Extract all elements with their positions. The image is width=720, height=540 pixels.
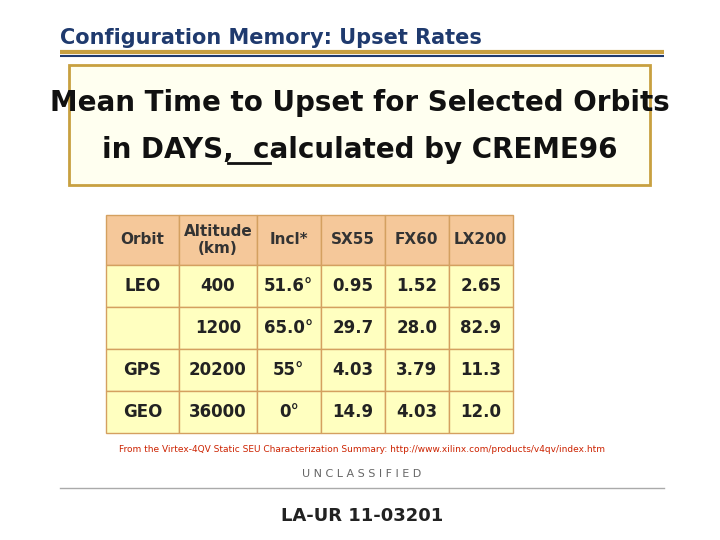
Text: SX55: SX55: [330, 233, 375, 247]
FancyBboxPatch shape: [321, 349, 384, 391]
Text: LA-UR 11-03201: LA-UR 11-03201: [281, 507, 443, 525]
Text: U N C L A S S I F I E D: U N C L A S S I F I E D: [302, 469, 422, 479]
Text: 400: 400: [201, 277, 235, 295]
Text: Mean Time to Upset for Selected Orbits: Mean Time to Upset for Selected Orbits: [50, 89, 670, 117]
FancyBboxPatch shape: [106, 265, 179, 307]
FancyBboxPatch shape: [384, 265, 449, 307]
Text: 12.0: 12.0: [460, 403, 501, 421]
FancyBboxPatch shape: [106, 215, 179, 265]
FancyBboxPatch shape: [384, 391, 449, 433]
Text: 82.9: 82.9: [460, 319, 501, 337]
Text: 55°: 55°: [273, 361, 305, 379]
FancyBboxPatch shape: [106, 307, 179, 349]
FancyBboxPatch shape: [449, 215, 513, 265]
Text: 36000: 36000: [189, 403, 247, 421]
Text: 4.03: 4.03: [332, 361, 374, 379]
Text: Configuration Memory: Upset Rates: Configuration Memory: Upset Rates: [60, 28, 482, 48]
FancyBboxPatch shape: [257, 349, 321, 391]
Text: Orbit: Orbit: [120, 233, 164, 247]
Text: in DAYS,  calculated by CREME96: in DAYS, calculated by CREME96: [102, 136, 618, 164]
FancyBboxPatch shape: [257, 215, 321, 265]
Text: LX200: LX200: [454, 233, 508, 247]
Text: Incl*: Incl*: [269, 233, 308, 247]
FancyBboxPatch shape: [321, 307, 384, 349]
FancyBboxPatch shape: [321, 215, 384, 265]
FancyBboxPatch shape: [449, 349, 513, 391]
Text: 2.65: 2.65: [460, 277, 501, 295]
Text: 65.0°: 65.0°: [264, 319, 313, 337]
Text: 51.6°: 51.6°: [264, 277, 313, 295]
Text: 20200: 20200: [189, 361, 247, 379]
FancyBboxPatch shape: [321, 391, 384, 433]
Text: 4.03: 4.03: [396, 403, 437, 421]
Text: 0°: 0°: [279, 403, 299, 421]
Text: GPS: GPS: [124, 361, 161, 379]
FancyBboxPatch shape: [179, 265, 257, 307]
Text: 1.52: 1.52: [396, 277, 437, 295]
FancyBboxPatch shape: [106, 349, 179, 391]
Text: LEO: LEO: [125, 277, 161, 295]
FancyBboxPatch shape: [257, 265, 321, 307]
FancyBboxPatch shape: [384, 349, 449, 391]
Text: 11.3: 11.3: [460, 361, 501, 379]
Text: 3.79: 3.79: [396, 361, 438, 379]
Text: 28.0: 28.0: [396, 319, 437, 337]
Text: GEO: GEO: [123, 403, 162, 421]
FancyBboxPatch shape: [179, 215, 257, 265]
FancyBboxPatch shape: [384, 307, 449, 349]
FancyBboxPatch shape: [321, 265, 384, 307]
Text: 29.7: 29.7: [332, 319, 374, 337]
FancyBboxPatch shape: [449, 265, 513, 307]
FancyBboxPatch shape: [106, 391, 179, 433]
FancyBboxPatch shape: [257, 391, 321, 433]
Text: From the Virtex-4QV Static SEU Characterization Summary: http://www.xilinx.com/p: From the Virtex-4QV Static SEU Character…: [119, 446, 605, 455]
FancyBboxPatch shape: [179, 349, 257, 391]
Text: FX60: FX60: [395, 233, 438, 247]
FancyBboxPatch shape: [69, 65, 650, 185]
Text: 1200: 1200: [195, 319, 241, 337]
FancyBboxPatch shape: [449, 391, 513, 433]
FancyBboxPatch shape: [384, 215, 449, 265]
FancyBboxPatch shape: [179, 307, 257, 349]
FancyBboxPatch shape: [449, 307, 513, 349]
Text: 0.95: 0.95: [333, 277, 373, 295]
Text: 14.9: 14.9: [332, 403, 374, 421]
FancyBboxPatch shape: [257, 307, 321, 349]
FancyBboxPatch shape: [179, 391, 257, 433]
Text: Altitude
(km): Altitude (km): [184, 224, 252, 256]
